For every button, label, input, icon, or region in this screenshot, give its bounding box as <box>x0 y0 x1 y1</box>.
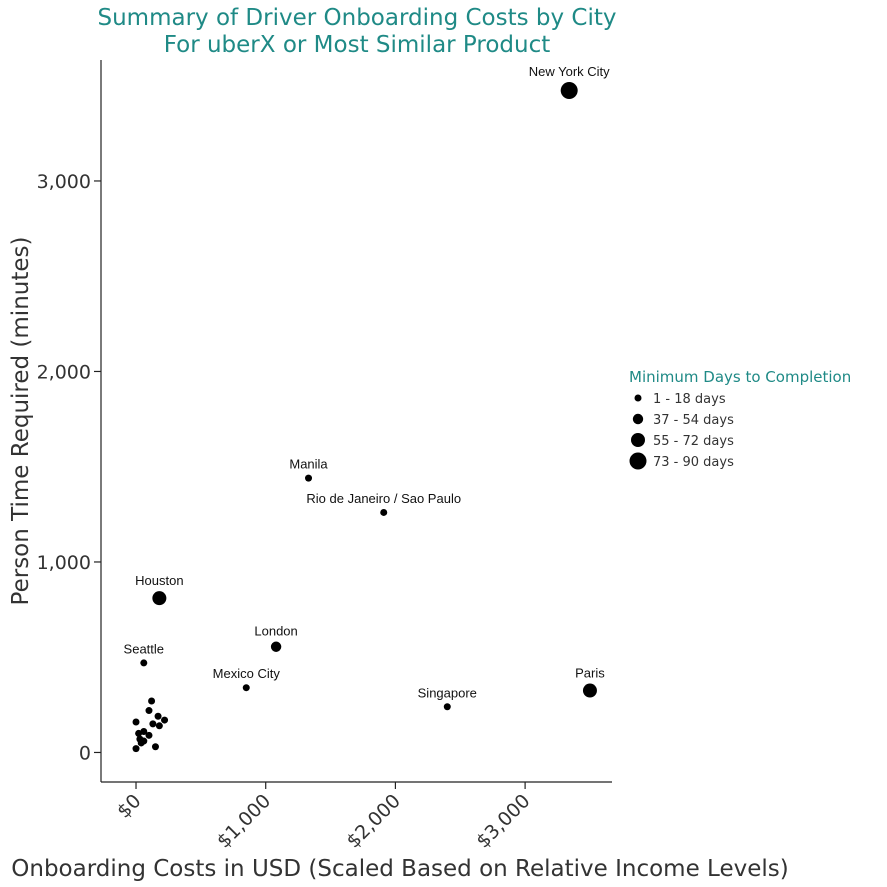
data-point-rio-de-janeiro-sao-paulo <box>380 508 388 516</box>
point-label-manila: Manila <box>289 457 328 472</box>
data-point-new-york-city <box>560 81 578 99</box>
data-point <box>137 739 145 747</box>
legend-marker <box>634 394 642 402</box>
axes <box>100 60 612 783</box>
data-point-mexico-city <box>242 684 250 692</box>
data-point <box>154 712 162 720</box>
data-point-houston <box>152 591 167 606</box>
legend: Minimum Days to Completion 1 - 18 days 37… <box>629 368 851 470</box>
data-point <box>149 720 157 728</box>
point-label-new-york-city: New York City <box>529 64 610 79</box>
data-point <box>135 729 143 737</box>
data-point <box>132 745 140 753</box>
data-point <box>155 722 163 730</box>
legend-label: 55 - 72 days <box>653 434 734 449</box>
point-labels: New York City Manila Rio de Janeiro / Sao … <box>124 64 611 700</box>
x-tick-label: $3,000 <box>472 790 535 853</box>
data-point-paris <box>582 683 597 698</box>
data-point <box>145 731 153 739</box>
x-ticks: $0 $1,000 $2,000 $3,000 <box>113 782 535 853</box>
y-tick-label: 0 <box>79 742 91 764</box>
legend-label: 1 - 18 days <box>653 392 726 407</box>
point-label-seattle: Seattle <box>124 641 164 656</box>
data-points <box>132 81 597 753</box>
data-point <box>151 743 159 751</box>
legend-marker <box>632 413 644 425</box>
legend-marker <box>629 452 647 470</box>
legend-entries: 1 - 18 days 37 - 54 days 55 - 72 days 73 - … <box>629 392 734 470</box>
data-point-seattle <box>140 659 148 667</box>
legend-marker <box>631 433 645 447</box>
chart-title: Summary of Driver Onboarding Costs by Ci… <box>97 5 616 31</box>
point-label-rio-de-janeiro-sao-paulo: Rio de Janeiro / Sao Paulo <box>306 491 461 506</box>
point-label-london: London <box>254 624 297 639</box>
data-point-manila <box>305 474 313 482</box>
point-label-paris: Paris <box>575 666 605 681</box>
y-tick-label: 2,000 <box>37 361 91 383</box>
point-label-mexico-city: Mexico City <box>213 666 281 681</box>
y-ticks: 0 1,000 2,000 3,000 <box>37 171 101 764</box>
legend-label: 37 - 54 days <box>653 413 734 428</box>
x-tick-label: $1,000 <box>213 790 276 853</box>
point-label-houston: Houston <box>135 573 183 588</box>
y-axis-title: Person Time Required (minutes) <box>8 237 34 606</box>
legend-title: Minimum Days to Completion <box>629 368 851 386</box>
x-tick-label: $2,000 <box>342 790 405 853</box>
data-point <box>148 697 156 705</box>
data-point-singapore <box>443 703 451 711</box>
x-axis-title: Onboarding Costs in USD (Scaled Based on… <box>11 856 788 882</box>
data-point <box>145 707 153 715</box>
x-tick-label: $0 <box>113 790 146 823</box>
data-point <box>132 718 140 726</box>
point-label-singapore: Singapore <box>418 685 477 700</box>
data-point-london <box>270 641 282 652</box>
y-tick-label: 3,000 <box>37 171 91 193</box>
chart-subtitle: For uberX or Most Similar Product <box>164 32 551 58</box>
data-point <box>161 716 169 724</box>
y-tick-label: 1,000 <box>37 552 91 574</box>
legend-label: 73 - 90 days <box>653 455 734 470</box>
